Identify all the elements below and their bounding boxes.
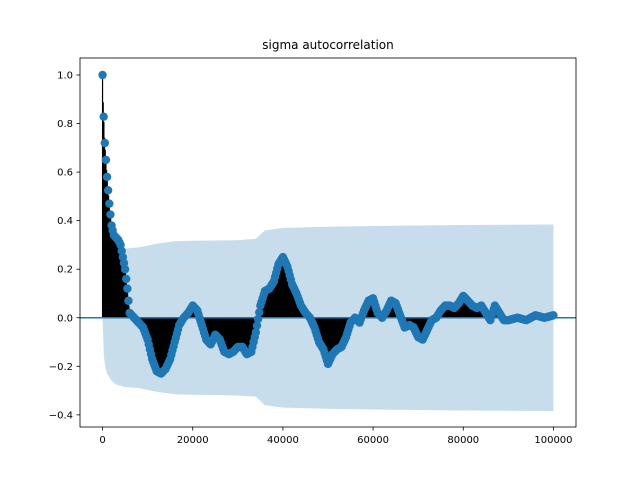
y-tick-label: −0.2 [49,362,73,373]
acf-point [255,308,264,317]
x-tick-label: 80000 [447,435,479,446]
acf-point [122,274,131,284]
acf-point [251,328,261,337]
y-tick-label: 0.2 [57,265,73,276]
x-tick-label: 100000 [534,435,572,446]
y-tick-label: 0.8 [57,119,73,130]
x-tick-label: 40000 [267,435,299,446]
acf-point [105,199,114,208]
acf-point [98,70,107,80]
acf-point [100,138,110,148]
y-tick-label: 1.0 [57,70,73,81]
acf-point [124,296,133,305]
x-tick-label: 20000 [177,435,209,446]
plot-area [80,70,576,411]
acf-point [253,314,263,324]
x-tick-label: 0 [99,435,105,446]
x-axis: 0 20000 40000 60000 80000 100000 [99,427,573,446]
acf-point [549,311,558,320]
plot-frame [79,57,577,428]
acf-point [120,265,130,274]
acf-point [123,284,132,293]
acf-point [103,186,113,195]
y-axis: −0.4 −0.2 0.0 0.2 0.4 0.6 0.8 1.0 [49,70,80,421]
acf-point [102,172,112,182]
y-tick-label: 0.6 [57,168,73,179]
y-tick-label: 0.0 [57,313,73,324]
acf-point [106,210,115,219]
acf-point [99,112,108,121]
y-tick-label: −0.4 [49,410,73,421]
chart-title: sigma autocorrelation [262,38,393,52]
acf-markers [98,70,558,378]
x-tick-label: 60000 [357,435,389,446]
acf-point [252,321,262,330]
y-tick-label: 0.4 [57,216,73,227]
acf-point [101,155,111,165]
